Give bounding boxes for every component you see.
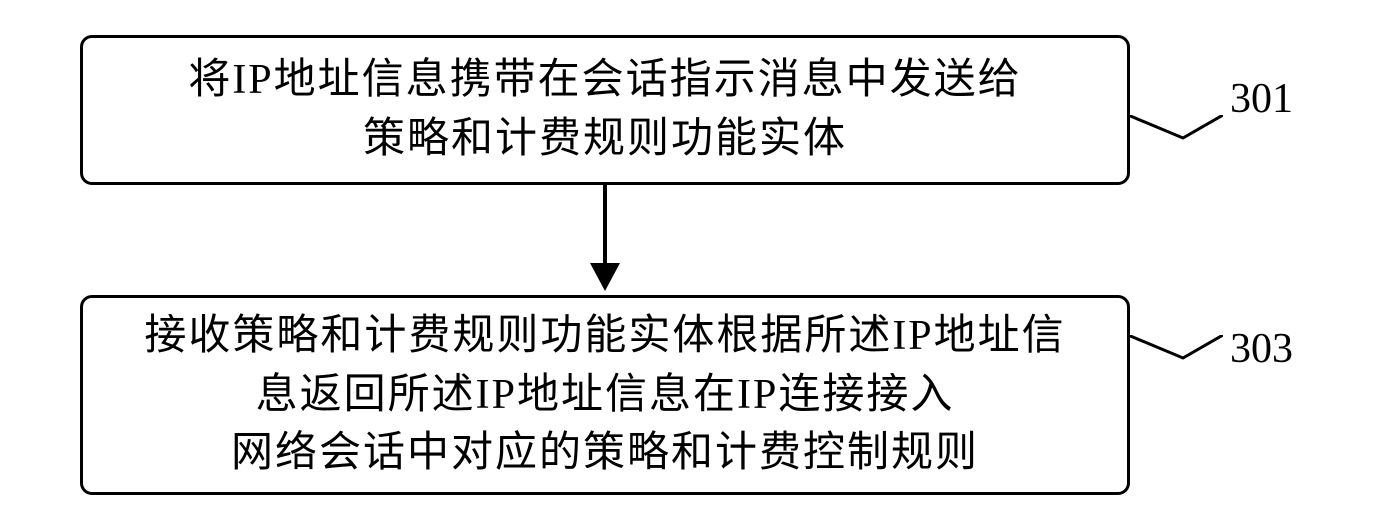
node-303-text-line1: 接收策略和计费规则功能实体根据所述IP地址信 (144, 307, 1065, 366)
node-303-text-line3: 网络会话中对应的策略和计费控制规则 (231, 424, 979, 483)
label-connector-301 (1128, 115, 1223, 155)
flowchart-arrow (590, 185, 620, 295)
arrow-line (603, 185, 607, 270)
arrow-head-icon (590, 263, 620, 291)
node-303-text-line2: 息返回所述IP地址信息在IP连接接入 (256, 366, 955, 425)
flowchart-container: 将IP地址信息携带在会话指示消息中发送给 策略和计费规则功能实体 301 接收策… (80, 35, 1320, 495)
node-label-303: 303 (1230, 325, 1293, 373)
label-connector-303 (1128, 335, 1223, 375)
node-301-text-line2: 策略和计费规则功能实体 (363, 110, 847, 169)
node-301-text-line1: 将IP地址信息携带在会话指示消息中发送给 (188, 51, 1021, 110)
flowchart-node-301: 将IP地址信息携带在会话指示消息中发送给 策略和计费规则功能实体 (80, 35, 1130, 185)
flowchart-node-303: 接收策略和计费规则功能实体根据所述IP地址信 息返回所述IP地址信息在IP连接接… (80, 295, 1130, 495)
node-label-301: 301 (1230, 75, 1293, 123)
